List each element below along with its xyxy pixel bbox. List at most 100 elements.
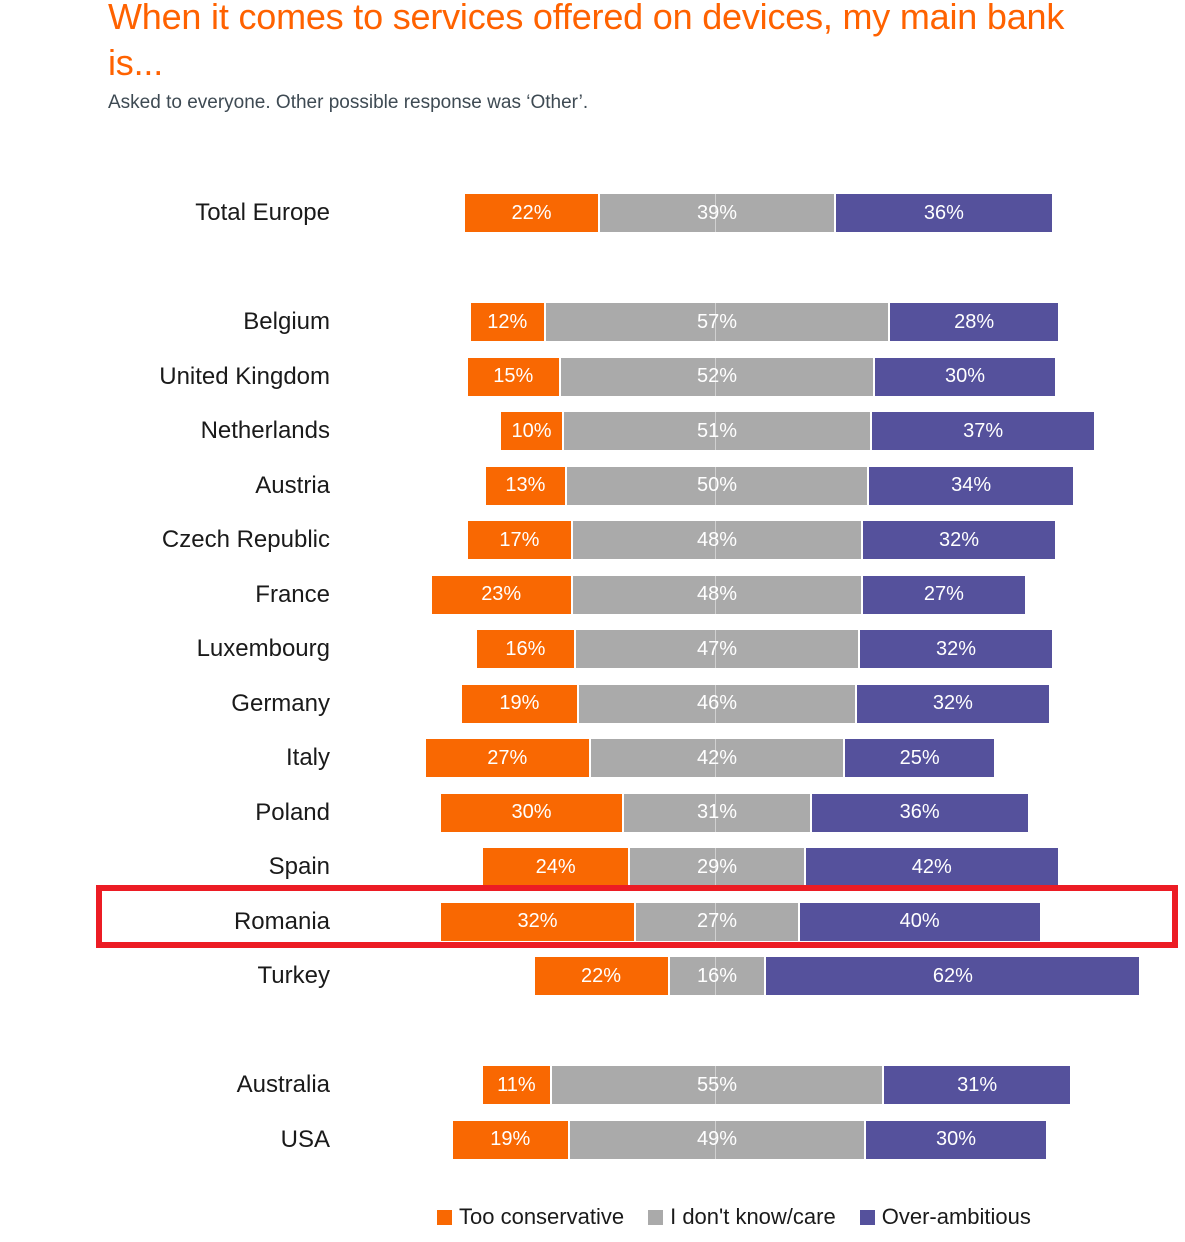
bar-value-label: 31% (957, 1073, 998, 1096)
chart-row: Turkey 22% 16% 62% (0, 949, 1185, 1004)
bar-segment-too-conservative: 32% (440, 902, 635, 941)
bar-segment-i-don-t-know-care: 49% (567, 1120, 865, 1159)
bar-value-label: 12% (487, 310, 528, 333)
bar-value-label: 30% (935, 1128, 976, 1150)
bar-segment-i-don-t-know-care: 50% (564, 466, 868, 505)
legend-swatch-icon (648, 1209, 664, 1225)
category-label: Czech Republic (161, 526, 330, 553)
row-spacer (0, 1004, 1185, 1059)
bar-value-label: 57% (696, 310, 737, 333)
category-label: United Kingdom (159, 362, 330, 390)
bar-segment-over-ambitious: 36% (833, 194, 1052, 232)
bar-segment-over-ambitious: 30% (873, 357, 1055, 396)
legend-swatch-icon (859, 1209, 875, 1225)
category-label: Spain (268, 853, 330, 880)
category-label: USA (280, 1125, 330, 1153)
bar-value-label: 52% (696, 365, 737, 387)
bar-value-label: 42% (696, 746, 737, 769)
bar-segment-too-conservative: 11% (483, 1066, 550, 1104)
bar-value-label: 32% (935, 637, 976, 660)
category-label: Germany (231, 689, 330, 717)
bar-value-label: 15% (493, 365, 534, 387)
bar-segment-i-don-t-know-care: 48% (570, 575, 862, 614)
category-label: Italy (285, 744, 330, 771)
legend-label: I don't know/care (670, 1204, 836, 1229)
chart-legend: Too conservative I don't know/care Over-am… (437, 1204, 1031, 1230)
bar-segment-too-conservative: 30% (440, 793, 623, 832)
bar-segment-too-conservative: 15% (467, 357, 559, 396)
bar-segment-i-don-t-know-care: 46% (576, 684, 856, 723)
bar-segment-i-don-t-know-care: 51% (561, 412, 871, 450)
bar-segment-i-don-t-know-care: 57% (543, 303, 889, 341)
bar-value-label: 31% (696, 801, 737, 823)
category-label: Total Europe (195, 199, 330, 226)
bar-segment-too-conservative: 12% (470, 303, 544, 341)
bar-value-label: 39% (696, 201, 737, 224)
stacked-bar-chart: Total Europe 22% 39% 36% Belgium 12% 57% 28% Uni… (0, 186, 1185, 1167)
bar-value-label: 10% (511, 419, 552, 442)
bar-segment-over-ambitious: 32% (861, 521, 1055, 559)
bar-value-label: 34% (951, 474, 992, 496)
bar-value-label: 29% (696, 855, 737, 878)
chart-title: When it comes to services offered on dev… (108, 0, 1065, 83)
legend-label: Too conservative (459, 1204, 625, 1229)
bar-value-label: 30% (945, 365, 986, 387)
category-label: Netherlands (200, 417, 330, 444)
bar-segment-too-conservative: 16% (477, 630, 574, 668)
bar-segment-over-ambitious: 27% (861, 575, 1025, 614)
bar-value-label: 46% (696, 692, 737, 714)
bar-segment-too-conservative: 23% (431, 575, 571, 614)
bar-value-label: 11% (497, 1073, 536, 1096)
bar-value-label: 55% (696, 1073, 738, 1096)
bar-value-label: 30% (511, 801, 552, 823)
chart-row: France 23% 48% 27% (0, 568, 1185, 623)
bar-value-label: 32% (517, 910, 558, 932)
bar-segment-over-ambitious: 42% (803, 848, 1058, 886)
bar-value-label: 48% (696, 528, 737, 551)
bar-segment-too-conservative: 17% (467, 521, 571, 559)
bar-value-label: 62% (932, 964, 973, 987)
chart-row: Luxembourg 16% 47% 32% (0, 622, 1185, 677)
bar-value-label: 32% (932, 692, 973, 714)
bar-value-label: 48% (696, 583, 737, 605)
bar-segment-over-ambitious: 28% (888, 303, 1058, 341)
bar-segment-i-don-t-know-care: 27% (634, 902, 798, 941)
bar-segment-over-ambitious: 36% (809, 793, 1028, 832)
bar-segment-too-conservative: 19% (461, 684, 577, 723)
bar-value-label: 27% (923, 583, 964, 605)
bar-segment-i-don-t-know-care: 16% (667, 957, 765, 995)
legend-item: Over-ambitious (859, 1204, 1031, 1230)
chart-row: Czech Republic 17% 48% 32% (0, 513, 1185, 568)
bar-segment-over-ambitious: 40% (797, 902, 1040, 941)
bar-value-label: 50% (696, 474, 738, 496)
category-label: Austria (255, 471, 330, 499)
bar-segment-over-ambitious: 25% (843, 739, 995, 777)
chart-row: Netherlands 10% 51% 37% (0, 404, 1185, 459)
bar-value-label: 23% (481, 583, 522, 605)
bar-segment-too-conservative: 22% (534, 957, 668, 995)
bar-value-label: 13% (505, 474, 546, 496)
bar-value-label: 22% (581, 964, 622, 987)
category-label: Belgium (243, 308, 330, 335)
chart-row: USA 19% 49% 30% (0, 1113, 1185, 1168)
bar-value-label: 22% (511, 201, 552, 224)
bar-segment-over-ambitious: 62% (764, 957, 1140, 995)
bar-segment-too-conservative: 22% (464, 194, 599, 232)
bar-segment-over-ambitious: 34% (867, 466, 1073, 505)
bar-value-label: 16% (505, 637, 546, 660)
bar-value-label: 42% (911, 855, 952, 878)
chart-row: Romania 32% 27% 40% (0, 884, 1185, 950)
bar-value-label: 27% (487, 746, 528, 769)
bar-value-label: 27% (696, 910, 737, 932)
chart-row: Australia 11% 55% 31% (0, 1058, 1185, 1113)
legend-item: Too conservative (437, 1204, 624, 1230)
category-label: France (255, 580, 330, 608)
category-label: Australia (236, 1071, 330, 1098)
bar-segment-i-don-t-know-care: 29% (628, 848, 804, 886)
bar-value-label: 28% (954, 310, 995, 333)
bar-value-label: 24% (535, 855, 576, 878)
bar-value-label: 17% (499, 528, 540, 551)
category-label: Luxembourg (196, 635, 330, 662)
bar-value-label: 25% (899, 746, 940, 769)
